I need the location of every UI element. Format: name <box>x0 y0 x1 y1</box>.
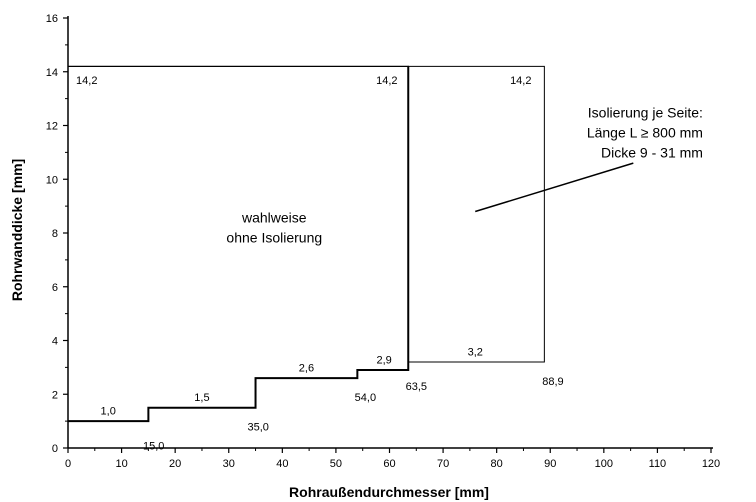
point-label: 2,6 <box>299 362 314 374</box>
point-label: 63,5 <box>406 381 427 393</box>
series-layer <box>68 65 634 423</box>
annotation-line: wahlweise <box>241 209 307 225</box>
y-tick-label: 10 <box>46 174 58 186</box>
point-label: 14,2 <box>76 75 97 87</box>
axes: 0 10 20 30 40 50 60 70 80 90 100 110 120 0 2 4 6 8 10 12 14 1… <box>46 13 720 470</box>
annotation-line: ohne Isolierung <box>226 229 322 245</box>
annotation-line: Dicke 9 - 31 mm <box>601 144 703 160</box>
y-tick-label: 14 <box>46 67 58 79</box>
point-label: 15,0 <box>143 440 164 452</box>
annotation-line: Länge L ≥ 800 mm <box>587 124 703 140</box>
labels-layer: 14,2 14,2 14,2 1,0 1,5 2,6 2,9 3,2 15,0 35,0 54,0 6… <box>76 75 703 453</box>
y-tick-label: 16 <box>46 13 58 25</box>
x-tick-label: 90 <box>544 458 556 470</box>
point-label: 1,5 <box>194 392 209 404</box>
point-label: 14,2 <box>510 75 531 87</box>
y-axis-title: Rohrwanddicke [mm] <box>9 159 25 301</box>
y-tick-label: 0 <box>52 443 58 455</box>
y-tick-label: 2 <box>52 389 58 401</box>
y-tick-label: 6 <box>52 282 58 294</box>
x-tick-label: 110 <box>649 458 667 470</box>
y-tick-label: 4 <box>52 336 58 348</box>
point-label: 35,0 <box>248 422 269 434</box>
x-tick-label: 100 <box>595 458 613 470</box>
point-label: 3,2 <box>468 346 483 358</box>
point-label: 14,2 <box>376 75 397 87</box>
x-tick-label: 60 <box>383 458 395 470</box>
x-tick-label: 50 <box>330 458 342 470</box>
leader-line <box>475 162 634 213</box>
x-tick-label: 120 <box>702 458 720 470</box>
x-tick-label: 30 <box>223 458 235 470</box>
annotation-2: Isolierung je Seite: Länge L ≥ 800 mm Dick… <box>587 104 703 160</box>
y-tick-label: 8 <box>52 228 58 240</box>
x-tick-label: 40 <box>276 458 288 470</box>
series-line-2 <box>407 65 545 363</box>
y-tick-label: 12 <box>46 121 58 133</box>
point-label: 54,0 <box>355 392 376 404</box>
point-label: 1,0 <box>101 405 116 417</box>
point-label: 88,9 <box>542 376 563 388</box>
x-tick-label: 70 <box>437 458 449 470</box>
x-tick-label: 0 <box>65 458 71 470</box>
x-tick-label: 10 <box>115 458 127 470</box>
x-tick-label: 80 <box>491 458 503 470</box>
step-line <box>68 66 410 423</box>
annotation-line: Isolierung je Seite: <box>588 104 703 120</box>
x-tick-label: 20 <box>169 458 181 470</box>
annotation-1: wahlweise ohne Isolierung <box>226 209 322 245</box>
x-axis-title: Rohraußendurchmesser [mm] <box>289 484 489 500</box>
point-label: 2,9 <box>376 354 391 366</box>
